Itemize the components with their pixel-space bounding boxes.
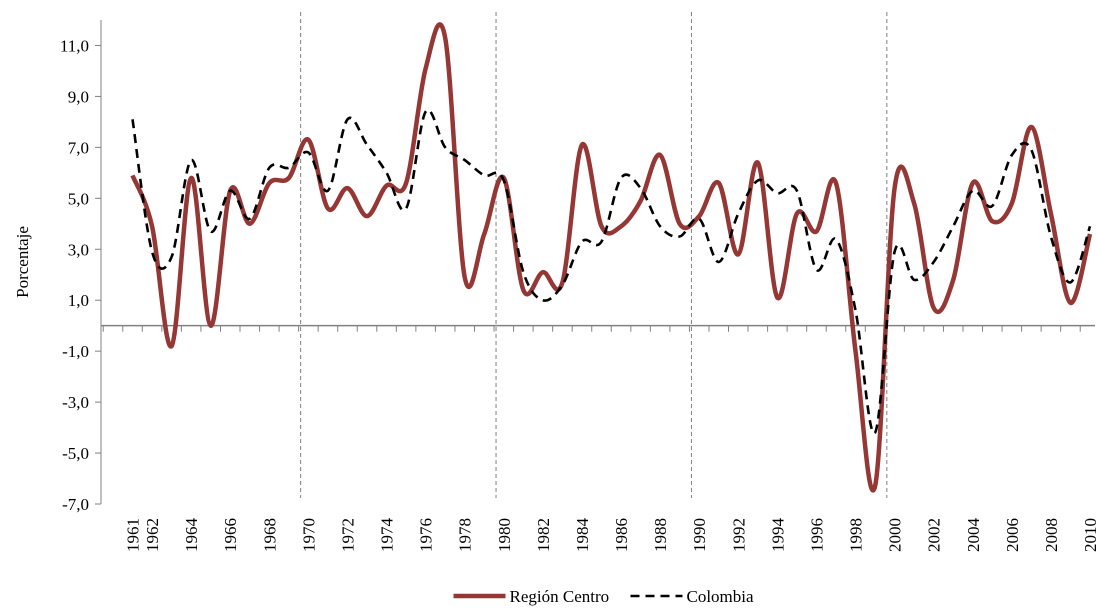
y-axis-label: Porcentaje [13, 226, 32, 298]
x-tick-label: 1966 [221, 518, 240, 552]
series-line [130, 22, 1093, 493]
x-tick-label: 2002 [925, 518, 944, 552]
x-tick-label: 1988 [651, 518, 670, 552]
x-tick-label: 2010 [1081, 518, 1097, 552]
x-tick-label: 1980 [495, 518, 514, 552]
x-tick-label: 1992 [729, 518, 748, 552]
y-tick-label: 11,0 [60, 36, 89, 55]
y-tick-label: -1,0 [62, 342, 89, 361]
x-tick-label: 1961 [124, 518, 143, 552]
legend-label: Región Centro [510, 587, 610, 606]
y-tick-label: 5,0 [68, 189, 89, 208]
series-line [131, 108, 1092, 435]
x-tick-label: 1984 [573, 518, 592, 553]
x-tick-label: 2000 [886, 518, 905, 552]
x-tick-label: 1972 [338, 518, 357, 552]
x-tick-label: 1962 [143, 518, 162, 552]
x-tick-label: 1976 [417, 518, 436, 552]
x-tick-label: 1986 [612, 518, 631, 552]
x-tick-label: 2008 [1042, 518, 1061, 552]
x-tick-label: 1968 [260, 518, 279, 552]
x-tick-label: 1998 [847, 518, 866, 552]
x-tick-label: 1982 [534, 518, 553, 552]
y-tick-label: 7,0 [68, 138, 89, 157]
x-tick-label: 1978 [456, 518, 475, 552]
x-tick-label: 1974 [378, 518, 397, 553]
y-tick-label: -5,0 [62, 444, 89, 463]
y-tick-label: 9,0 [68, 87, 89, 106]
x-tick-label: 1996 [807, 518, 826, 552]
x-tick-label: 1990 [690, 518, 709, 552]
y-tick-label: -3,0 [62, 393, 89, 412]
y-tick-label: -7,0 [62, 495, 89, 514]
x-tick-label: 1994 [768, 518, 787, 553]
y-tick-label: 1,0 [68, 291, 89, 310]
x-tick-label: 1970 [299, 518, 318, 552]
y-tick-label: 3,0 [68, 240, 89, 259]
x-tick-label: 2006 [1003, 518, 1022, 552]
x-tick-label: 1964 [182, 518, 201, 553]
x-tick-label: 2004 [964, 518, 983, 553]
legend-label: Colombia [687, 587, 755, 606]
